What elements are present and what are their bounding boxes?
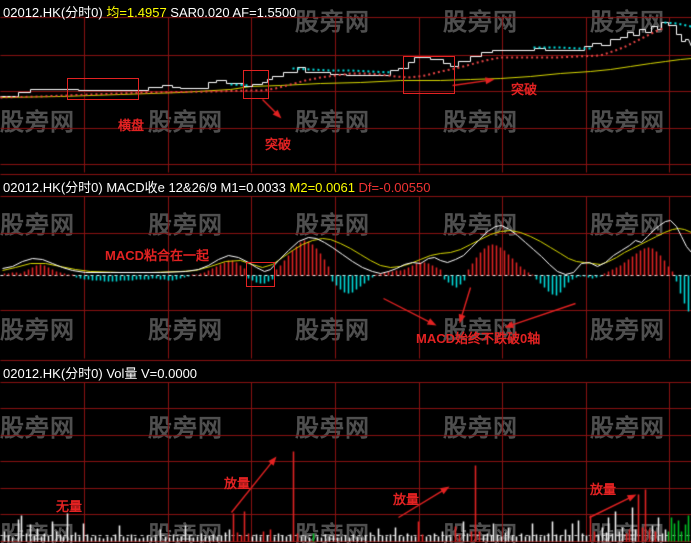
annotation-rect-breakout-2 bbox=[403, 56, 455, 94]
macd-header-segment: 02012.HK(分时0) MACD收e 12&26/9 M1=0.0033 bbox=[3, 180, 290, 195]
annotation-label-macd-above-zero: MACD始终不跌破0轴 bbox=[416, 331, 541, 346]
annotation-label-macd-glue: MACD粘合在一起 bbox=[105, 248, 209, 263]
annotation-label-breakout-1: 突破 bbox=[265, 137, 292, 152]
volume-panel-header: 02012.HK(分时0) Vol量 V=0.0000 bbox=[3, 363, 197, 382]
annotation-rect-breakout-1 bbox=[243, 70, 269, 99]
price-header-segment: 02012.HK(分时0) bbox=[3, 5, 107, 20]
annotation-label-volume-up-2: 放量 bbox=[393, 492, 420, 507]
annotation-rect-macd-dip bbox=[246, 262, 275, 287]
annotation-label-no-volume: 无量 bbox=[56, 499, 83, 514]
macd-panel-header: 02012.HK(分时0) MACD收e 12&26/9 M1=0.0033 M… bbox=[3, 177, 430, 196]
annotation-label-sideways: 横盘 bbox=[118, 118, 145, 133]
annotation-rect-sideways bbox=[67, 78, 139, 100]
price-panel-header: 02012.HK(分时0) 均=1.4957 SAR0.020 AF=1.550… bbox=[3, 2, 296, 21]
annotation-label-breakout-2: 突破 bbox=[511, 82, 538, 97]
annotation-label-volume-up-1: 放量 bbox=[224, 476, 251, 491]
volume-header-segment: 02012.HK(分时0) Vol量 V=0.0000 bbox=[3, 366, 198, 381]
price-header-segment: 均=1.4957 bbox=[106, 5, 171, 20]
annotation-label-volume-up-3: 放量 bbox=[590, 482, 617, 497]
macd-header-segment: M2=0.0061 bbox=[289, 180, 359, 195]
price-header-segment: SAR0.020 AF=1.5500 bbox=[170, 5, 297, 20]
macd-header-segment: Df=-0.00550 bbox=[358, 180, 431, 195]
